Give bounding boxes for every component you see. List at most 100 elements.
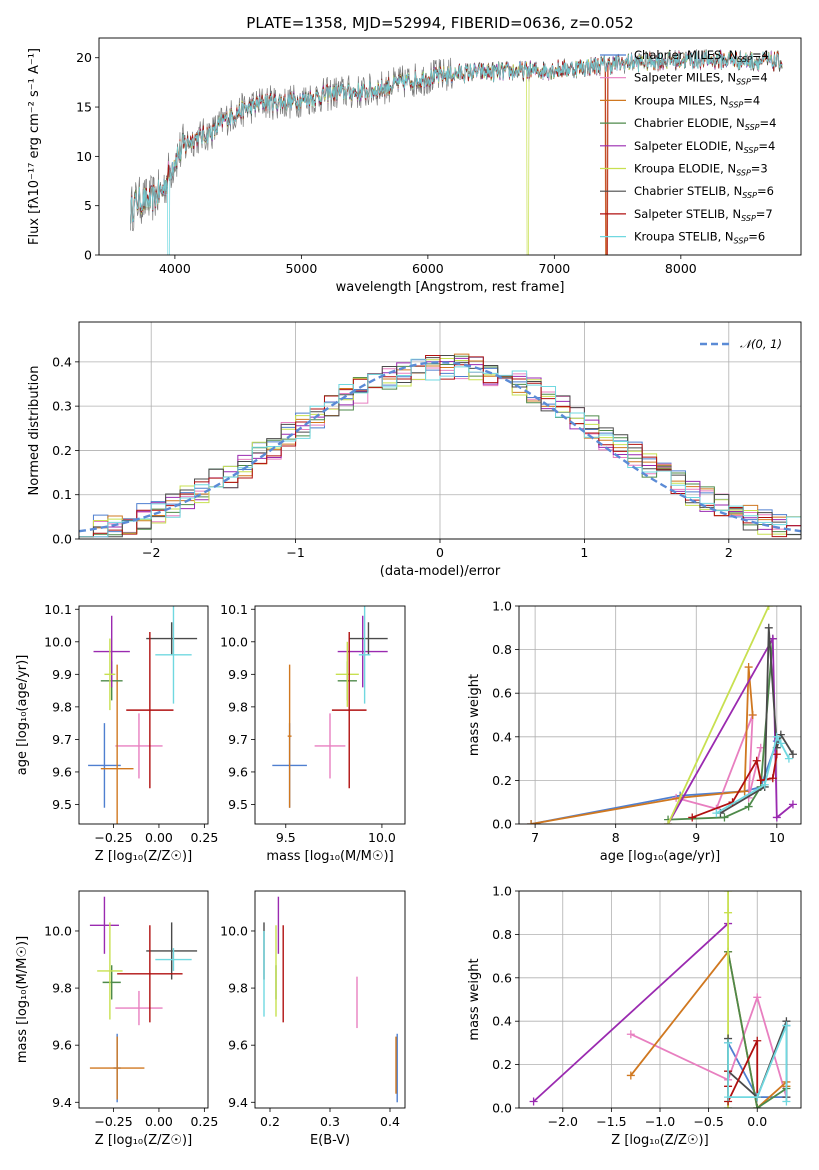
y-tick-label: 10.1 — [220, 602, 248, 617]
x-tick-label: 9 — [692, 830, 700, 845]
y-tick-label: 0.6 — [492, 970, 512, 985]
weight-line-kroupa-elodie — [667, 606, 770, 824]
weight-marker — [626, 1071, 635, 1080]
weight-marker — [753, 1093, 762, 1102]
weight-line-chabrier-stelib — [719, 627, 794, 814]
legend-label-chabrier-elodie: Chabrier ELODIE, NSSP=4 — [634, 116, 776, 132]
panel-6: −0.25 0.00 0.25 9.4 9.6 9.8 10.0 Z [log₁₀(Z/Z☉)… — [15, 890, 218, 1148]
weight-line-salpeter-elodie — [667, 635, 794, 824]
weight-marker — [744, 663, 753, 672]
y-tick-label: 0.4 — [492, 729, 512, 744]
x-axis-label: age [log₁₀(age/yr)] — [600, 849, 721, 864]
y-tick-label: 9.6 — [52, 764, 72, 779]
x-tick-label: 6000 — [412, 261, 444, 276]
legend-label-salpeter-elodie: Salpeter ELODIE, NSSP=4 — [634, 139, 775, 155]
x-tick-label: 0.25 — [190, 1114, 218, 1129]
weight-marker — [788, 800, 797, 809]
plot-area — [272, 606, 388, 808]
plot-area — [529, 891, 791, 1108]
plot-area — [130, 49, 783, 255]
weight-marker — [788, 750, 797, 759]
plot-area — [263, 896, 398, 1103]
chart-title: PLATE=1358, MJD=52994, FIBERID=0636, z=0… — [246, 14, 633, 32]
y-tick-label: 9.7 — [228, 732, 248, 747]
y-tick-label: 9.8 — [52, 699, 72, 714]
y-axis-label: age [log₁₀(age/yr)] — [15, 655, 30, 776]
x-tick-label: 0 — [436, 545, 444, 560]
weight-marker — [756, 776, 765, 785]
y-tick-label: 0.8 — [492, 642, 512, 657]
y-tick-label: 5 — [84, 198, 92, 213]
weight-line-chabrier-elodie — [727, 951, 787, 1108]
x-axis-label: wavelength [Angstrom, rest frame] — [336, 280, 565, 295]
x-tick-label: −0.25 — [94, 830, 132, 845]
y-tick-label: 9.5 — [228, 797, 248, 812]
x-tick-label: 0.00 — [145, 830, 173, 845]
weight-marker — [724, 908, 733, 917]
y-tick-label: 0.8 — [492, 927, 512, 942]
x-tick-label: −0.5 — [693, 1114, 723, 1129]
x-tick-label: 0.4 — [380, 1114, 400, 1129]
y-tick-label: 10 — [76, 149, 92, 164]
y-tick-label: 15 — [76, 100, 92, 115]
x-tick-label: 10.0 — [368, 830, 396, 845]
weight-line-salpeter-stelib — [691, 754, 778, 819]
panel-1: 4000 5000 6000 7000 8000 0 5 10 15 20 wavelength [… — [27, 14, 802, 295]
weight-marker — [753, 993, 762, 1002]
weight-marker — [724, 1093, 733, 1102]
weight-marker — [688, 813, 697, 822]
y-axis-label: mass [log₁₀(M/M☉)] — [15, 936, 30, 1063]
weight-marker — [724, 891, 733, 895]
y-tick-label: 9.6 — [228, 1038, 248, 1053]
y-tick-label: 9.7 — [52, 732, 72, 747]
y-tick-label: 9.8 — [228, 699, 248, 714]
y-tick-label: 1.0 — [492, 884, 512, 899]
weight-marker — [776, 739, 785, 748]
x-axis-label: mass [log₁₀(M/M☉)] — [266, 849, 393, 864]
y-tick-label: 0.0 — [492, 817, 512, 832]
legend-label-kroupa-stelib: Kroupa STELIB, NSSP=6 — [634, 230, 765, 246]
legend-label-salpeter-miles: Salpeter MILES, NSSP=4 — [634, 71, 768, 87]
y-tick-label: 0.0 — [52, 532, 72, 547]
x-axis-label: Z [log₁₀(Z/Z☉)] — [95, 1133, 192, 1148]
panel-7: 0.2 0.3 0.4 9.4 9.6 9.8 10.0 E(B-V) — [220, 890, 406, 1148]
y-tick-label: 0.4 — [52, 354, 72, 369]
weight-marker — [772, 732, 781, 741]
y-tick-label: 0.0 — [492, 1101, 512, 1116]
x-tick-label: 8 — [612, 830, 620, 845]
y-axis-label: mass weight — [467, 958, 482, 1040]
y-tick-label: 0.4 — [492, 1014, 512, 1029]
weight-marker — [753, 1104, 762, 1108]
weight-marker — [784, 754, 793, 763]
weight-marker — [740, 787, 749, 796]
y-tick-label: 0 — [84, 248, 92, 263]
y-axis-label: mass weight — [467, 674, 482, 756]
weight-marker — [753, 1036, 762, 1045]
weight-marker — [782, 1097, 791, 1106]
x-tick-label: 0.2 — [260, 1114, 280, 1129]
plot-area — [88, 606, 198, 824]
x-tick-label: 0.00 — [145, 1114, 173, 1129]
weight-marker — [527, 820, 536, 824]
axes-frame — [518, 890, 802, 1109]
axes-frame — [518, 605, 802, 825]
x-axis-label: Z [log₁₀(Z/Z☉)] — [95, 849, 192, 864]
normal-curve-line — [79, 361, 801, 533]
axes-frame — [78, 605, 209, 825]
y-tick-label: 9.6 — [52, 1038, 72, 1053]
y-tick-label: 0.6 — [492, 686, 512, 701]
y-tick-label: 0.2 — [492, 1057, 512, 1072]
weight-line-salpeter-elodie — [532, 922, 729, 1103]
weight-marker — [529, 1097, 538, 1106]
legend-label-chabrier-stelib: Chabrier STELIB, NSSP=6 — [634, 184, 774, 200]
x-tick-label: 0.25 — [190, 830, 218, 845]
panel-5: 7 8 9 10 0.0 0.2 0.4 0.6 0.8 1.0 age [log₁₀(age/yr… — [467, 599, 802, 864]
panel-4: 9.5 10.0 9.5 9.6 9.7 9.8 9.9 10.0 10.1 mass [log₁… — [220, 602, 406, 864]
legend-label-chabrier-miles: Chabrier MILES, NSSP=4 — [634, 48, 769, 64]
y-tick-label: 0.2 — [492, 773, 512, 788]
axes-frame — [254, 890, 406, 1109]
weight-marker — [764, 623, 773, 632]
y-tick-label: 0.3 — [52, 399, 72, 414]
weight-marker — [724, 1038, 733, 1047]
